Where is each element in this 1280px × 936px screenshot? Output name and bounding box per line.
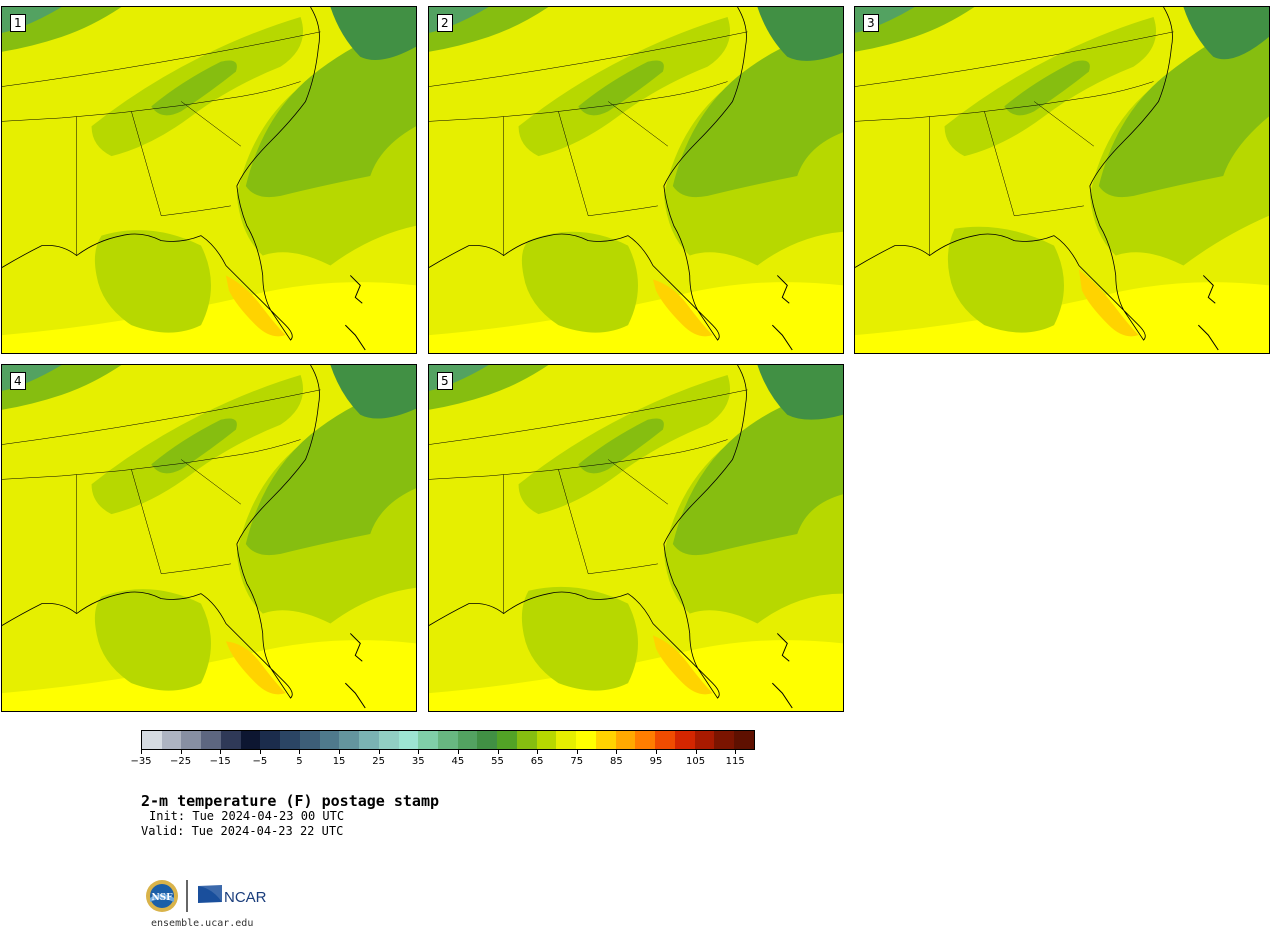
colorbar-tick-label: 45	[451, 756, 465, 767]
init-time: Init: Tue 2024-04-23 00 UTC	[149, 809, 345, 823]
map-panel-1: 1	[1, 6, 417, 354]
colorbar-tick-label: −15	[209, 756, 231, 767]
ncar-text: NCAR	[224, 889, 267, 906]
nsf-seal-icon: NSF	[146, 880, 178, 912]
website-url: ensemble.ucar.edu	[151, 918, 254, 929]
plot-title: 2-m temperature (F) postage stamp	[141, 792, 440, 810]
colorbar-tick	[735, 750, 737, 754]
colorbar-tick-label: 55	[491, 756, 504, 767]
colorbar-swatch	[674, 731, 695, 749]
colorbar-tick	[616, 750, 618, 754]
colorbar-ticks: −35 −25 −15 −5 5 15 25 35 45 55 65 75 85 95 105 115	[130, 750, 755, 770]
panel-label: 4	[10, 372, 26, 390]
colorbar-swatch	[734, 731, 754, 749]
map-panel-4: 4	[1, 364, 417, 712]
colorbar-swatch	[516, 731, 537, 749]
colorbar-swatch	[181, 731, 202, 749]
colorbar-tick-label: 25	[372, 756, 386, 767]
colorbar-tick	[339, 750, 341, 754]
colorbar-tick	[497, 750, 499, 754]
colorbar-swatch	[161, 731, 182, 749]
colorbar-tick-label: 85	[609, 756, 623, 767]
colorbar-tick-label: 105	[686, 756, 706, 767]
colorbar-swatch	[220, 731, 241, 749]
colorbar-tick	[220, 750, 222, 754]
colorbar-tick-label: 115	[725, 756, 745, 767]
colorbar-tick-label: 95	[649, 756, 663, 767]
colorbar-tick	[537, 750, 539, 754]
colorbar-swatch	[240, 731, 261, 749]
colorbar-tick	[418, 750, 420, 754]
colorbar-tick	[259, 750, 261, 754]
valid-time: Valid: Tue 2024-04-23 22 UTC	[141, 824, 344, 838]
panel-label: 2	[437, 14, 453, 32]
colorbar-tick-label: −25	[170, 756, 192, 767]
panel-label: 5	[437, 372, 453, 390]
colorbar-tick	[655, 750, 657, 754]
colorbar-swatch	[319, 731, 340, 749]
colorbar-swatch	[635, 731, 656, 749]
map-panel-3: 3	[854, 6, 1270, 354]
colorbar-swatch	[201, 731, 221, 749]
colorbar-swatch	[477, 731, 498, 749]
colorbar-tick-label: −5	[252, 756, 268, 767]
colorbar-tick	[141, 750, 142, 754]
colorbar-tick-label: 5	[296, 756, 303, 767]
colorbar-swatch	[378, 731, 399, 749]
colorbar-swatch	[556, 731, 577, 749]
colorbar-swatch	[299, 731, 320, 749]
colorbar-swatch	[359, 731, 379, 749]
colorbar-tick	[378, 750, 380, 754]
colorbar-tick-label: 65	[530, 756, 544, 767]
colorbar-tick-label: 15	[332, 756, 346, 767]
colorbar-swatch	[497, 731, 517, 749]
colorbar-swatch	[398, 731, 419, 749]
colorbar-swatch	[280, 731, 300, 749]
colorbar-tick-label: 35	[411, 756, 425, 767]
colorbar-swatch	[694, 731, 715, 749]
colorbar-swatch	[418, 731, 439, 749]
colorbar-swatch	[536, 731, 557, 749]
panel-label: 3	[863, 14, 879, 32]
colorbar-swatch	[595, 731, 616, 749]
colorbar-swatch	[457, 731, 478, 749]
colorbar-swatch	[260, 731, 281, 749]
map-panel-5: 5	[428, 364, 844, 712]
ncar-logo-icon: NCAR	[198, 885, 267, 906]
colorbar-swatch	[655, 731, 675, 749]
colorbar-tick-label: 75	[570, 756, 584, 767]
colorbar-swatch	[438, 731, 458, 749]
temperature-colorbar	[141, 730, 755, 750]
colorbar-swatch	[339, 731, 360, 749]
colorbar-tick	[299, 750, 301, 754]
colorbar-tick	[457, 750, 459, 754]
colorbar-tick	[576, 750, 578, 754]
panel-label: 1	[10, 14, 26, 32]
colorbar-swatch	[615, 731, 636, 749]
colorbar-swatch	[714, 731, 735, 749]
colorbar-tick	[695, 750, 697, 754]
colorbar-swatch	[576, 731, 596, 749]
nsf-text: NSF	[151, 893, 173, 903]
map-panel-2: 2	[428, 6, 844, 354]
colorbar-tick-label: −35	[130, 756, 152, 767]
colorbar-tick	[180, 750, 182, 754]
colorbar-swatch	[142, 731, 162, 749]
nsf-ncar-logo: NSF NCAR	[144, 876, 274, 916]
